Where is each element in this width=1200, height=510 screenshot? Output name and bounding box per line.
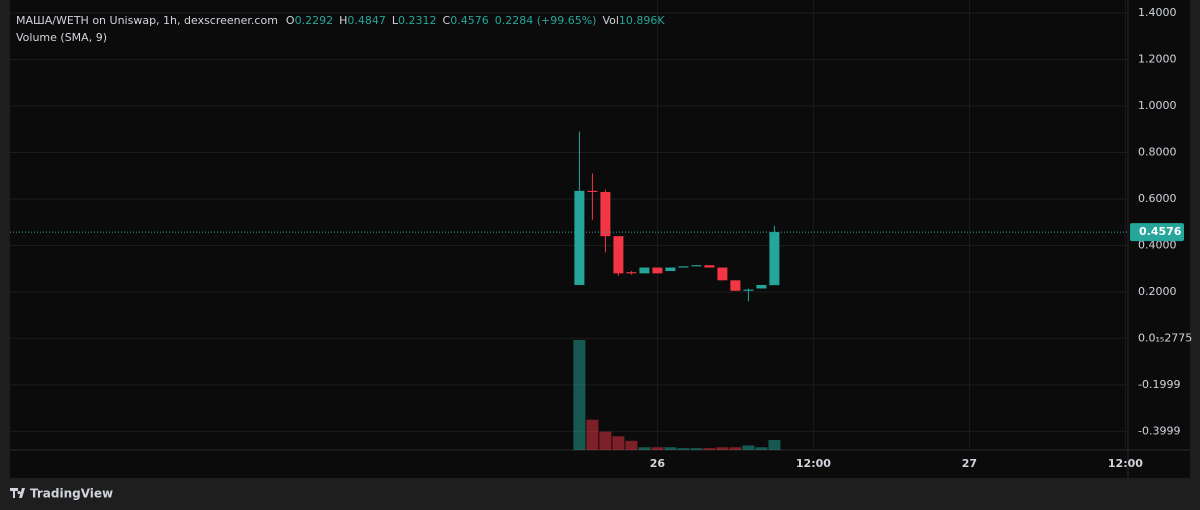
logo-mark (10, 488, 25, 498)
last-price-label: 0.4576 (1139, 225, 1182, 238)
volume-bar (586, 419, 599, 450)
volume-bar (768, 440, 781, 450)
x-tick-label: 12:00 (1108, 457, 1143, 470)
symbol-title: МАША/WETH on Uniswap, 1h, dexscreener.co… (16, 14, 278, 27)
y-tick-label: 0.8000 (1138, 145, 1177, 158)
volume-bar (651, 447, 664, 450)
candle-body (743, 289, 754, 291)
chart-background (10, 0, 1190, 478)
y-tick-label: 1.0000 (1138, 99, 1177, 112)
ohlc-label: H (339, 14, 347, 27)
volume-bar (677, 448, 690, 450)
volume-bar (729, 447, 742, 450)
volume-bar (716, 447, 729, 450)
volume-bar (573, 340, 586, 450)
candle-body (691, 265, 702, 267)
volume-bar (755, 447, 768, 450)
x-tick-label: 27 (962, 457, 977, 470)
vol-value: 10.896K (619, 14, 665, 27)
indicator-label: Volume (SMA, 9) (16, 31, 107, 44)
volume-bar (638, 447, 651, 450)
y-tick-label: 0.4000 (1138, 238, 1177, 251)
volume-bar (742, 445, 755, 450)
volume-bar (599, 431, 612, 450)
ohlc-value: 0.2312 (398, 14, 437, 27)
candle-body (574, 190, 585, 285)
ohlc-value: 0.4847 (347, 14, 386, 27)
candle-body (587, 190, 598, 192)
ohlc-label: C (443, 14, 451, 27)
volume-bar (690, 448, 703, 450)
y-tick-label: 0.6000 (1138, 192, 1177, 205)
y-tick-label: 0.2000 (1138, 285, 1177, 298)
change-value: 0.2284 (+99.65%) (495, 14, 597, 27)
volume-bar (612, 436, 625, 450)
ohlc-value: 0.4576 (450, 14, 489, 27)
y-tick-label: -0.1999 (1138, 378, 1180, 391)
y-tick-label: 0.0₁₅2775 (1138, 331, 1192, 344)
ohlc-label: O (286, 14, 295, 27)
candle-body (600, 191, 611, 237)
brand-logo: TradingView (10, 487, 113, 501)
vol-label: Vol (602, 14, 618, 27)
candle-body (769, 232, 780, 286)
x-tick-label: 12:00 (796, 457, 831, 470)
ohlc-value: 0.2292 (295, 14, 334, 27)
candle-body (665, 267, 676, 272)
brand-name: TradingView (30, 487, 113, 501)
candle-body (613, 236, 624, 274)
candle-body (730, 280, 741, 291)
volume-bar (703, 448, 716, 450)
ohlc-label: L (392, 14, 399, 27)
candle-body (717, 267, 728, 281)
candle-body (639, 267, 650, 274)
x-tick-label: 26 (650, 457, 666, 470)
candle-body (652, 267, 663, 274)
volume-bar (625, 440, 638, 450)
candle-body (704, 265, 715, 268)
y-tick-label: 1.4000 (1138, 6, 1177, 19)
chart-header: МАША/WETH on Uniswap, 1h, dexscreener.co… (16, 14, 665, 27)
candle-body (626, 272, 637, 274)
candle-body (678, 266, 689, 268)
last-price-box (1130, 223, 1184, 242)
candle-body (756, 284, 767, 289)
y-tick-label: -0.3999 (1138, 424, 1180, 437)
y-tick-label: 1.2000 (1138, 53, 1177, 66)
volume-bar (664, 447, 677, 450)
